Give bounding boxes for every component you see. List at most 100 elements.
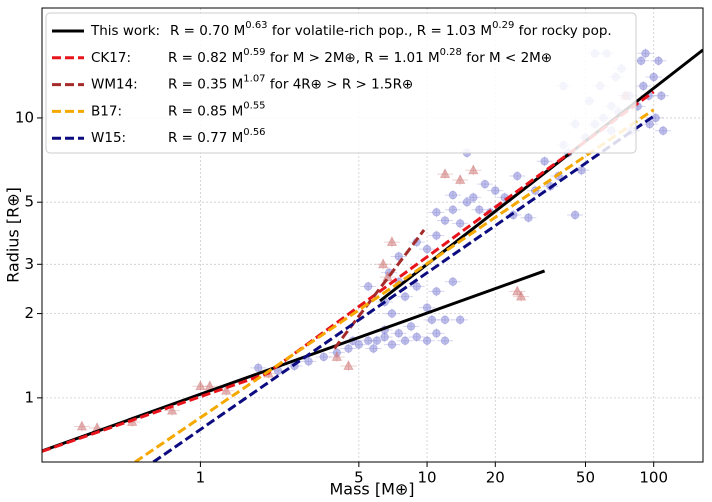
point [304, 357, 313, 366]
superscript: 0.59 [243, 47, 265, 58]
point [448, 205, 458, 214]
x-tick-label: 10 [418, 469, 437, 487]
fit-line [152, 114, 655, 462]
point [377, 258, 389, 269]
x-tick-label: 1 [196, 469, 206, 487]
point [427, 315, 437, 325]
point [455, 219, 465, 228]
y-tick-label: 2 [24, 304, 34, 322]
point [432, 329, 441, 338]
point [412, 282, 421, 291]
point [524, 213, 533, 222]
legend-name: WM14: [91, 77, 138, 93]
superscript: 0.56 [243, 127, 265, 138]
point [469, 193, 478, 202]
point [422, 336, 432, 345]
point [491, 186, 500, 195]
legend-formula: R = 0.35 M1.07 for 4R⊕ > R > 1.5R⊕ [168, 74, 413, 93]
formula-text: R = 0.35 M [168, 77, 243, 93]
point [364, 282, 373, 291]
legend-label: CK17: [91, 50, 131, 66]
point [577, 166, 586, 175]
superscript: 0.55 [243, 100, 265, 111]
formula-text: R = 0.85 M [168, 103, 243, 119]
fit-line [379, 48, 703, 303]
formula-text: for 4R⊕ > R > 1.5R⊕ [266, 77, 414, 93]
y-axis-label: Radius [R⊕] [4, 187, 23, 283]
point [369, 344, 378, 353]
point [343, 360, 354, 370]
legend-name: This work: [90, 23, 160, 39]
point [439, 168, 451, 178]
point [513, 171, 522, 181]
formula-text: for rocky pop. [514, 23, 611, 39]
legend-name: W15: [91, 130, 126, 146]
formula-text: R = 0.77 M [168, 130, 243, 146]
legend-box [45, 12, 637, 154]
x-tick-label: 100 [639, 469, 668, 487]
point [468, 164, 479, 175]
legend-label: This work: [90, 23, 160, 39]
point [658, 126, 668, 135]
superscript: 0.29 [492, 20, 514, 31]
y-tick-label: 10 [15, 108, 34, 126]
superscript: 0.63 [245, 20, 267, 31]
point [254, 363, 263, 373]
formula-text: for volatile-rich pop., R = 1.03 M [268, 23, 493, 39]
point [319, 352, 328, 362]
superscript: 1.07 [243, 74, 265, 85]
formula-text: R = 0.82 M [168, 50, 243, 66]
point [455, 174, 466, 184]
point [432, 208, 441, 217]
plot-frame [41, 7, 704, 463]
formula-text: for M < 2M⊕ [462, 50, 552, 66]
point [448, 190, 458, 200]
legend-formula: R = 0.82 M0.59 for M > 2M⊕, R = 1.01 M0.… [168, 47, 552, 66]
legend-formula: R = 0.85 M0.55 [168, 100, 266, 119]
point [636, 56, 646, 65]
y-tick-label: 3 [24, 255, 34, 273]
point [386, 236, 398, 247]
point [641, 49, 650, 58]
point [354, 340, 364, 349]
point [422, 244, 432, 254]
legend-name: B17: [91, 103, 122, 119]
legend-label: WM14: [91, 77, 138, 93]
point [462, 197, 472, 207]
point [432, 287, 441, 296]
formula-text: R = 0.70 M [170, 23, 245, 39]
point [570, 210, 580, 220]
point [394, 329, 403, 338]
point [221, 384, 232, 395]
point [448, 277, 458, 286]
point [657, 91, 666, 100]
point [432, 231, 441, 240]
point [331, 351, 343, 361]
point [344, 344, 353, 353]
y-tick-label: 5 [24, 193, 34, 211]
legend-label: W15: [91, 130, 126, 146]
legend-formula: R = 0.77 M0.56 [168, 127, 266, 146]
point [639, 81, 648, 91]
point [422, 303, 432, 312]
point [412, 332, 421, 342]
point [400, 292, 410, 301]
fit-line [42, 269, 546, 453]
point [440, 216, 450, 225]
point [540, 157, 549, 166]
x-tick-label: 50 [576, 469, 595, 487]
superscript: 0.28 [440, 47, 462, 58]
point [654, 56, 663, 65]
point [372, 336, 381, 345]
x-axis-label: Mass [M⊕] [329, 480, 414, 499]
point [76, 420, 88, 431]
legend-label: B17: [91, 103, 122, 119]
legend-name: CK17: [91, 50, 131, 66]
point [364, 336, 373, 345]
point [475, 205, 484, 214]
point [406, 322, 416, 331]
legend-formula: R = 0.70 M0.63 for volatile-rich pop., R… [170, 20, 612, 39]
point [400, 336, 410, 345]
point [512, 285, 523, 296]
x-tick-label: 20 [486, 469, 505, 487]
